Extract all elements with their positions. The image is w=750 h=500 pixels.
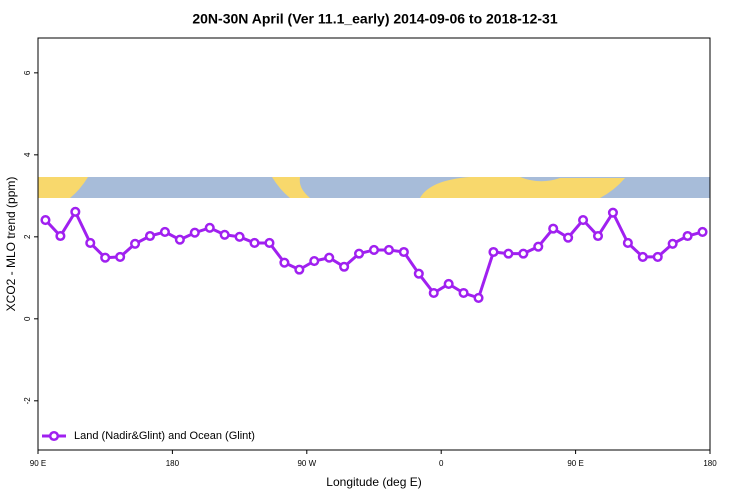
data-point [219,229,230,240]
x-tick-label: 90 E [567,459,583,468]
x-tick-label: 180 [166,459,180,468]
data-point [70,206,81,217]
data-point [100,252,111,263]
data-point [368,244,380,255]
data-point [189,227,200,238]
data-point [130,238,141,249]
data-point [144,230,156,242]
data-point [159,226,170,237]
data-point [204,222,215,233]
data-point [473,292,484,303]
data-point [249,237,260,249]
y-tick-label: 0 [23,316,32,321]
data-point [85,237,96,249]
y-tick-label: 2 [23,234,32,239]
data-point [115,251,126,262]
data-point [488,246,499,258]
legend-label: Land (Nadir&Glint) and Ocean (Glint) [74,430,255,442]
data-point [443,278,454,290]
x-tick-label: 90 W [297,459,316,468]
data-point [398,246,409,258]
data-point [518,248,529,259]
y-tick-label: -2 [23,397,32,405]
data-point [354,248,365,259]
x-tick-label: 180 [703,459,717,468]
data-point [533,241,544,252]
x-tick-label: 90 E [30,459,46,468]
data-point [339,261,350,272]
data-point [40,214,51,226]
data-point [428,287,439,299]
data-point [563,232,574,243]
data-point [324,252,335,263]
data-point [234,231,245,242]
data-point [55,230,66,242]
data-point [383,244,394,255]
data-point [697,226,708,237]
data-point [592,230,604,242]
data-point [652,251,663,262]
data-point [667,238,678,249]
chart-title: 20N-30N April (Ver 11.1_early) 2014-09-0… [192,11,557,27]
legend-marker [48,430,60,442]
data-point [637,251,648,262]
data-point [294,264,305,275]
data-point [607,207,618,218]
y-tick-label: 6 [23,70,32,75]
data-point [174,234,185,245]
y-axis-label: XCO2 - MLO trend (ppm) [4,177,18,312]
data-point [309,255,320,267]
data-point [458,287,469,299]
data-point [578,214,589,226]
data-point [548,223,559,234]
data-point [682,230,693,242]
data-point [413,268,424,279]
x-tick-label: 0 [439,459,444,468]
data-point [279,257,290,268]
data-point [503,248,514,259]
data-point [264,237,275,249]
x-axis-label: Longitude (deg E) [326,475,421,489]
map-strip [38,177,710,198]
plot-frame [37,37,711,451]
data-point [622,237,633,249]
y-tick-label: 4 [23,152,32,157]
